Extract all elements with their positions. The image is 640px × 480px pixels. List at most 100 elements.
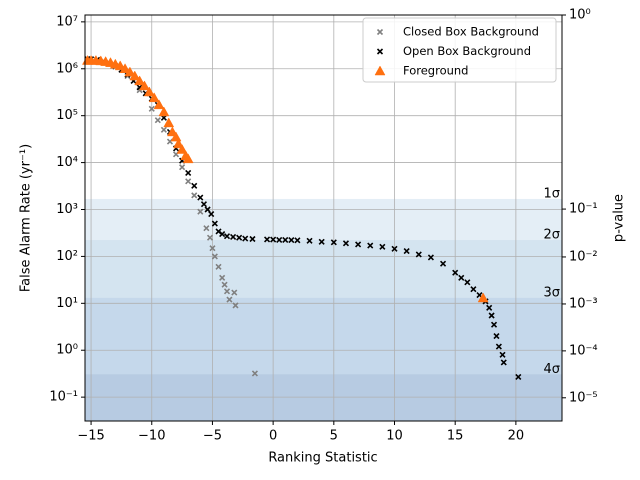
- x-marker: [179, 164, 186, 171]
- triangle-marker: [134, 75, 146, 86]
- x-marker: [276, 236, 283, 243]
- x-marker: [197, 208, 204, 215]
- x-marker: [342, 240, 350, 247]
- x-tick-label: 0: [269, 429, 277, 444]
- x-marker: [499, 351, 506, 358]
- x-marker: [458, 274, 465, 281]
- y-tick-label: 10²: [56, 249, 78, 264]
- x-marker: [391, 245, 398, 252]
- marks: [82, 54, 522, 380]
- x-marker: [376, 28, 384, 36]
- x-tick-label: −5: [203, 429, 222, 444]
- triangle-marker: [374, 65, 386, 76]
- x-marker: [500, 359, 507, 366]
- x-marker: [232, 302, 239, 309]
- x-marker: [263, 236, 271, 243]
- x-tick-label: −10: [138, 429, 165, 444]
- x-marker: [376, 48, 384, 55]
- x-marker: [330, 239, 337, 246]
- x-marker: [209, 245, 216, 252]
- y2-tick-label: 10⁻⁵: [569, 390, 598, 405]
- x-marker: [488, 312, 495, 319]
- y-tick-label: 10⁷: [56, 14, 78, 29]
- y-tick-label: 10⁻¹: [49, 390, 78, 405]
- legend: Closed Box Background Open Box Background…: [362, 17, 557, 83]
- triangle-marker: [477, 292, 489, 303]
- y2-tick-label: 10⁰: [569, 8, 591, 23]
- x-marker: [223, 288, 231, 295]
- x-marker: [219, 274, 226, 281]
- triangle-marker: [158, 106, 170, 117]
- x-tick-label: 15: [447, 429, 464, 444]
- legend-label: Closed Box Background: [403, 25, 539, 39]
- x-marker: [403, 247, 410, 255]
- triangle-marker: [173, 138, 184, 149]
- x-marker: [495, 343, 502, 350]
- x-marker: [154, 117, 161, 124]
- x-marker: [236, 234, 243, 241]
- triangle-marker: [176, 143, 188, 154]
- y2-tick-label: 10⁻³: [569, 296, 598, 311]
- x-marker: [206, 234, 214, 241]
- x-marker: [294, 237, 301, 244]
- x-marker: [197, 194, 204, 201]
- x-marker: [318, 238, 325, 245]
- y-tick-label: 10⁰: [56, 343, 78, 358]
- sigma-band: [85, 374, 562, 421]
- y2-tick-label: 10⁻²: [569, 249, 598, 264]
- x-marker: [470, 286, 477, 293]
- sigma-label: 3σ: [543, 285, 560, 300]
- x-marker: [355, 241, 362, 248]
- x-marker: [226, 296, 233, 303]
- y2-axis-label: p-value: [612, 194, 627, 242]
- legend-frame: [362, 17, 557, 83]
- x-marker: [191, 192, 198, 199]
- x-axis-label: Ranking Statistic: [268, 451, 377, 466]
- triangle-marker: [153, 99, 165, 110]
- x-marker: [493, 333, 500, 340]
- x-marker: [231, 289, 238, 296]
- triangle-marker: [124, 66, 136, 77]
- x-marker: [208, 210, 215, 218]
- bands: [85, 198, 562, 421]
- x-tick-label: 10: [386, 429, 403, 444]
- x-marker: [160, 126, 167, 133]
- x-marker: [415, 251, 422, 258]
- y2-tick-label: 10⁻⁴: [569, 343, 598, 358]
- x-marker: [191, 182, 198, 189]
- x-marker: [282, 236, 289, 243]
- x-marker: [223, 233, 231, 240]
- x-marker: [288, 237, 295, 244]
- sigma-label: 1σ: [543, 186, 560, 201]
- triangle-marker: [143, 86, 155, 97]
- x-marker: [200, 201, 208, 208]
- plot-frame: [84, 14, 563, 422]
- x-marker: [221, 281, 228, 288]
- triangle-marker: [148, 92, 160, 103]
- x-marker: [230, 233, 237, 241]
- x-tick-label: 5: [330, 429, 338, 444]
- x-marker: [367, 242, 374, 249]
- legend-label: Open Box Background: [403, 44, 531, 58]
- x-marker: [251, 370, 258, 377]
- x-marker: [185, 178, 192, 185]
- x-marker: [219, 230, 226, 238]
- y-tick-label: 10¹: [56, 296, 78, 311]
- sigma-label: 2σ: [543, 228, 560, 243]
- x-marker: [464, 279, 471, 286]
- y-tick-label: 10⁶: [56, 61, 78, 76]
- triangle-marker: [129, 70, 141, 81]
- x-marker: [215, 263, 222, 270]
- x-marker: [185, 169, 192, 177]
- x-marker: [452, 269, 459, 276]
- axes: 1σ 2σ 3σ 4σ −15 −10 −5 0 5 10 15 20 10⁻¹ 10⁰ 10¹ 10² 10³…: [49, 8, 597, 444]
- sigma-label: 4σ: [543, 362, 560, 377]
- x-marker: [211, 253, 218, 260]
- y-tick-label: 10⁵: [56, 108, 78, 123]
- x-marker: [486, 304, 493, 311]
- y-axis-label: False Alarm Rate (yr⁻¹): [19, 144, 34, 292]
- triangle-marker: [139, 80, 150, 91]
- y-tick-label: 10⁴: [56, 155, 78, 170]
- triangle-marker: [182, 153, 194, 164]
